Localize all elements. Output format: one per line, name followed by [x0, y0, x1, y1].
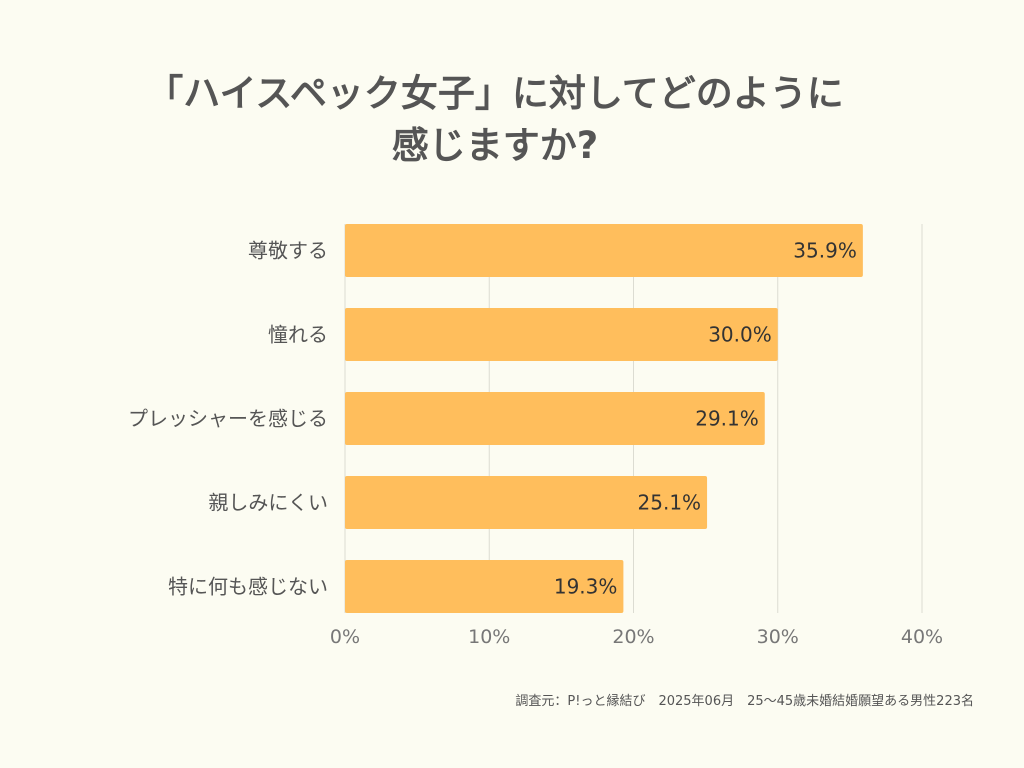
- data-label: 25.1%: [638, 491, 702, 515]
- chart-title: 「ハイスペック女子」に対してどのように 感じますか?: [0, 68, 990, 172]
- labels: 0% 10% 20% 30% 40% 尊敬する 35.9% 憧れる 30.0% プレッシャーを感じ…: [128, 239, 943, 649]
- category-label: 憧れる: [268, 323, 328, 347]
- category-label: 尊敬する: [248, 239, 328, 263]
- category-label: 親しみにくい: [208, 491, 328, 515]
- bar: [345, 224, 863, 277]
- x-tick-label: 20%: [612, 626, 654, 648]
- bar: [345, 476, 708, 529]
- x-tick-label: 10%: [468, 626, 510, 648]
- data-label: 29.1%: [695, 407, 759, 431]
- source-note: 調査元：P!っと縁結び 2025年06月 25〜45歳未婚結婚願望ある男性223…: [515, 694, 974, 709]
- bars: [345, 224, 863, 613]
- chart-title-line-2: 感じますか?: [391, 124, 599, 167]
- x-tick-label: 40%: [901, 626, 943, 648]
- data-label: 30.0%: [708, 323, 772, 347]
- data-label: 19.3%: [554, 575, 618, 599]
- bar: [345, 308, 778, 361]
- category-label: 特に何も感じない: [168, 575, 328, 599]
- chart-title-line-1: 「ハイスペック女子」に対してどのように: [146, 72, 844, 115]
- data-label: 35.9%: [793, 239, 857, 263]
- bar: [345, 560, 624, 613]
- bar: [345, 392, 765, 445]
- x-tick-label: 0%: [330, 626, 360, 648]
- x-tick-label: 30%: [757, 626, 799, 648]
- category-label: プレッシャーを感じる: [128, 407, 328, 431]
